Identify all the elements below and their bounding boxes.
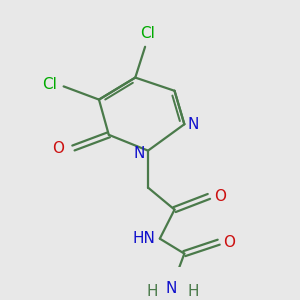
Text: HN: HN xyxy=(132,231,155,246)
Text: O: O xyxy=(224,235,236,250)
Text: N: N xyxy=(187,117,199,132)
Text: Cl: Cl xyxy=(42,77,57,92)
Text: O: O xyxy=(52,140,64,155)
Text: N: N xyxy=(134,146,145,161)
Text: Cl: Cl xyxy=(141,26,155,40)
Text: H: H xyxy=(187,284,199,299)
Text: O: O xyxy=(214,189,226,204)
Text: H: H xyxy=(146,284,158,299)
Text: N: N xyxy=(166,281,177,296)
